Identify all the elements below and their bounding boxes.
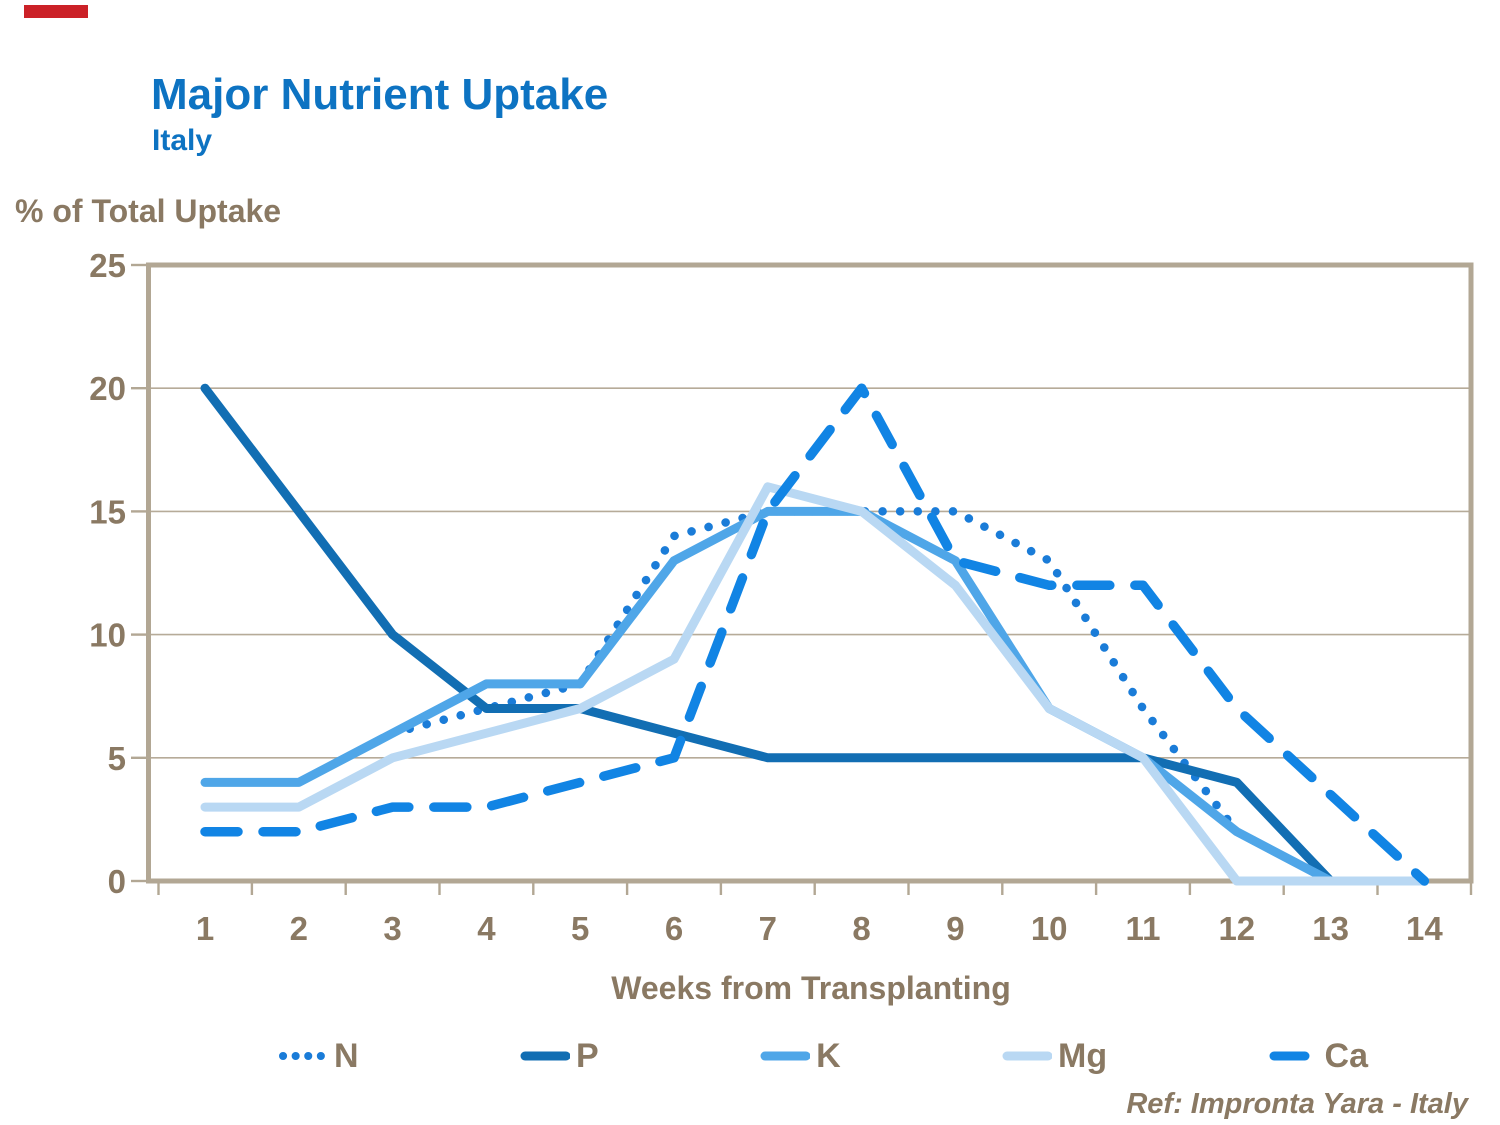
series-line-K bbox=[200, 506, 1336, 886]
red-corner-mark bbox=[24, 5, 88, 18]
legend-item-N: N bbox=[278, 1037, 359, 1076]
x-tick-label: 12 bbox=[1218, 910, 1255, 947]
x-tick-label: 11 bbox=[1126, 910, 1161, 947]
x-tick-label: 8 bbox=[852, 910, 870, 947]
y-axis-title: % of Total Uptake bbox=[15, 193, 282, 229]
series-line-Mg bbox=[200, 482, 1429, 886]
x-tick-label: 13 bbox=[1312, 910, 1349, 947]
legend: N P K Mg Ca bbox=[278, 1034, 1368, 1078]
x-tick-label: 10 bbox=[1031, 910, 1068, 947]
legend-label-N: N bbox=[334, 1036, 359, 1075]
x-tick-label: 1 bbox=[196, 910, 214, 947]
page-title: Major Nutrient Uptake bbox=[151, 70, 609, 119]
legend-marker-Ca-icon bbox=[1269, 1051, 1310, 1061]
y-tick-label: 5 bbox=[108, 740, 126, 777]
x-axis-title: Weeks from Transplanting bbox=[611, 970, 1011, 1006]
page-subtitle: Italy bbox=[152, 124, 213, 157]
x-tick-label: 9 bbox=[946, 910, 964, 947]
y-tick-label: 20 bbox=[89, 370, 126, 407]
legend-item-P: P bbox=[520, 1037, 599, 1076]
x-tick-label: 14 bbox=[1406, 910, 1443, 947]
x-tick-label: 2 bbox=[290, 910, 308, 947]
x-tick-label: 5 bbox=[571, 910, 589, 947]
y-tick-label: 10 bbox=[89, 617, 126, 654]
plot-frame bbox=[146, 262, 1474, 884]
legend-marker-K-icon bbox=[760, 1051, 811, 1061]
legend-label-Mg: Mg bbox=[1058, 1036, 1108, 1075]
legend-label-Ca: Ca bbox=[1324, 1036, 1368, 1075]
legend-label-K: K bbox=[816, 1036, 841, 1075]
legend-marker-P-icon bbox=[520, 1051, 570, 1061]
legend-marker-N-icon bbox=[279, 1052, 328, 1060]
x-tick-label: 7 bbox=[759, 910, 777, 947]
legend-item-K: K bbox=[760, 1037, 841, 1076]
legend-item-Ca: Ca bbox=[1269, 1037, 1368, 1076]
x-tick-label: 4 bbox=[477, 910, 496, 947]
y-tick-label: 0 bbox=[108, 863, 126, 900]
reference-text: Ref: Impronta Yara - Italy bbox=[1126, 1088, 1468, 1120]
legend-marker-Mg-icon bbox=[1002, 1051, 1053, 1061]
y-tick-label: 25 bbox=[89, 247, 126, 284]
x-tick-label: 3 bbox=[383, 910, 401, 947]
x-tick-label: 6 bbox=[665, 910, 683, 947]
series-line-Ca bbox=[200, 383, 1430, 886]
legend-label-P: P bbox=[575, 1036, 599, 1075]
legend-item-Mg: Mg bbox=[1002, 1037, 1107, 1076]
y-tick-label: 15 bbox=[89, 493, 126, 530]
